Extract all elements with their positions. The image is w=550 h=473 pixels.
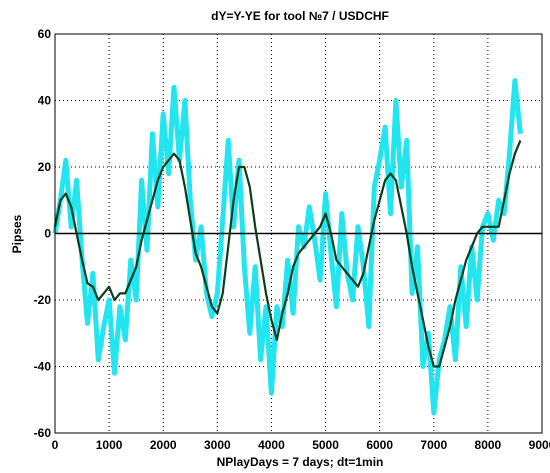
y-tick-labels: -60 -40 -20 0 20 40 60 [34,27,52,440]
y-tick-label: -60 [34,426,52,440]
y-tick-label: 40 [38,94,52,108]
x-tick-label: 0 [52,438,59,452]
y-tick-label: -20 [34,293,52,307]
x-tick-label: 5000 [312,438,339,452]
y-tick-label: 20 [38,160,52,174]
x-tick-label: 9000 [529,438,550,452]
x-tick-labels: 0 1000 2000 3000 4000 5000 6000 7000 8000 9000 [52,438,550,452]
x-tick-label: 4000 [258,438,285,452]
x-tick-label: 8000 [475,438,502,452]
x-tick-label: 2000 [150,438,177,452]
chart-title: dY=Y-YE for tool №7 / USDCHF [211,9,389,23]
smooth-series-line [53,139,522,368]
x-axis-label: NPlayDays = 7 days; dt=1min [217,455,384,469]
y-tick-label: -40 [34,360,52,374]
y-axis-label: Pipses [10,214,24,253]
smooth-series-layer [53,139,522,368]
x-tick-label: 1000 [96,438,123,452]
plot-frame [54,33,543,434]
x-tick-label: 3000 [204,438,231,452]
x-tick-label: 6000 [366,438,393,452]
x-tick-label: 7000 [420,438,447,452]
y-tick-label: 60 [38,27,52,41]
y-tick-label: 0 [44,227,51,241]
